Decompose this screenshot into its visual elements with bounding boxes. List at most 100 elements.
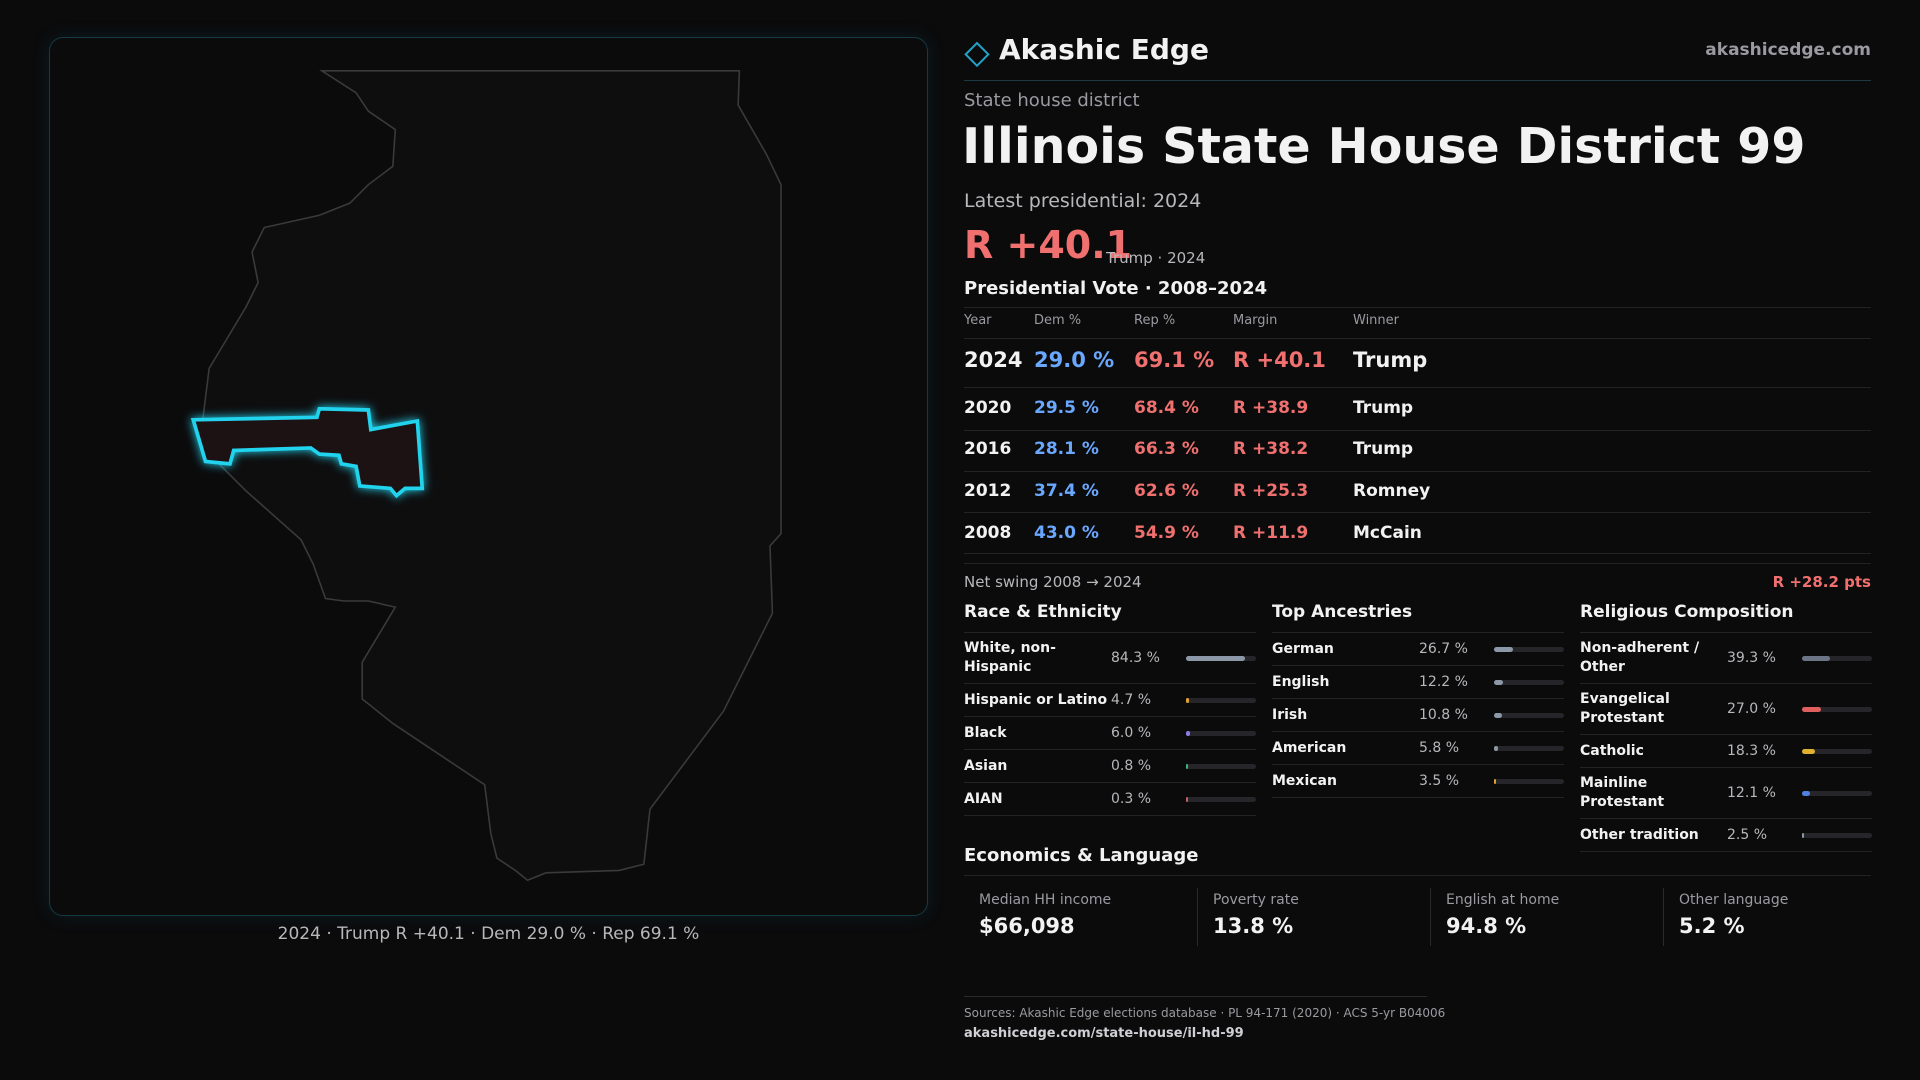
table-cell: 43.0 %	[1034, 522, 1099, 543]
stat-value: 6.0 %	[1111, 725, 1152, 741]
bar-track	[1494, 679, 1564, 685]
section-title: Religious Composition	[1580, 602, 1794, 622]
table-cell: 29.0 %	[1034, 348, 1115, 373]
district-title: Illinois State House District 99	[962, 118, 1806, 175]
stat-value: 4.7 %	[1111, 692, 1152, 708]
bar	[1802, 832, 1804, 838]
table-cell: 2008	[964, 522, 1012, 543]
table-rule	[964, 563, 1871, 564]
table-cell: 62.6 %	[1134, 480, 1199, 501]
bar	[1186, 655, 1245, 661]
table-title: Presidential Vote · 2008–2024	[964, 278, 1268, 299]
table-cell: 37.4 %	[1034, 480, 1099, 501]
map-panel	[49, 37, 928, 916]
bar	[1186, 730, 1191, 736]
bar-track	[1494, 646, 1564, 652]
section-list: White, non-Hispanic 84.3 % Hispanic or Lat…	[964, 632, 1256, 816]
table-rule	[964, 338, 1871, 339]
bar-track	[1186, 655, 1256, 661]
bar-track	[1802, 706, 1872, 712]
econ-cell: Poverty rate 13.8 %	[1197, 888, 1430, 946]
footer-url: akashicedge.com/state-house/il-hd-99	[964, 1026, 1244, 1041]
table-rule	[964, 471, 1871, 472]
stat-label: German	[1272, 640, 1334, 657]
bar-track	[1186, 796, 1256, 802]
column-header: Dem %	[1034, 313, 1082, 328]
table-cell: R +38.9	[1233, 397, 1309, 418]
stat-label: Black	[964, 724, 1007, 741]
section-title: Race & Ethnicity	[964, 602, 1122, 622]
stat-value: 10.8 %	[1419, 707, 1468, 723]
state-outline	[202, 70, 782, 882]
econ-label: English at home	[1446, 892, 1560, 908]
stat-row: Black 6.0 %	[964, 717, 1256, 750]
district-kind: State house district	[964, 90, 1140, 111]
stat-value: 18.3 %	[1727, 743, 1776, 759]
stat-row: Evangelical Protestant 27.0 %	[1580, 684, 1872, 735]
table-cell: 28.1 %	[1034, 438, 1099, 459]
brand: Akashic Edge	[999, 33, 1209, 66]
econ-value: 5.2 %	[1679, 914, 1745, 938]
stat-label: White, non-Hispanic	[964, 640, 1056, 675]
table-rule	[964, 553, 1871, 554]
table-rule	[964, 387, 1871, 388]
bar	[1494, 712, 1502, 718]
econ-label: Other language	[1679, 892, 1789, 908]
table-cell: 2016	[964, 438, 1012, 459]
map	[190, 70, 782, 882]
stat-row: German 26.7 %	[1272, 633, 1564, 666]
stat-label: Non-adherent / Other	[1580, 640, 1700, 675]
stat-row: Asian 0.8 %	[964, 750, 1256, 783]
swing-label: Net swing 2008 → 2024	[964, 573, 1142, 591]
stat-value: 0.8 %	[1111, 758, 1152, 774]
table-cell: Trump	[1353, 397, 1414, 418]
table-cell: R +38.2	[1233, 438, 1309, 459]
table-cell: Trump	[1353, 348, 1428, 373]
stat-row: Catholic 18.3 %	[1580, 735, 1872, 768]
bar	[1186, 796, 1188, 802]
stat-row: Irish 10.8 %	[1272, 699, 1564, 732]
table-cell: 2012	[964, 480, 1012, 501]
stat-value: 27.0 %	[1727, 701, 1776, 717]
table-cell: 69.1 %	[1134, 348, 1215, 373]
bar	[1802, 748, 1815, 754]
bar-track	[1494, 712, 1564, 718]
bar-track	[1802, 655, 1872, 661]
column-header: Year	[964, 313, 992, 328]
econ-cell: English at home 94.8 %	[1430, 888, 1663, 946]
section-list: Non-adherent / Other 39.3 % Evangelical Pr…	[1580, 632, 1872, 852]
bar	[1494, 646, 1513, 652]
column-header: Margin	[1233, 313, 1278, 328]
stat-value: 12.1 %	[1727, 785, 1776, 801]
table-cell: R +40.1	[1233, 348, 1326, 373]
stat-value: 0.3 %	[1111, 791, 1152, 807]
bar	[1802, 655, 1830, 661]
stat-label: AIAN	[964, 790, 1003, 807]
column-header: Winner	[1353, 313, 1400, 328]
stat-row: English 12.2 %	[1272, 666, 1564, 699]
bar	[1186, 697, 1190, 703]
econ-cell: Other language 5.2 %	[1663, 888, 1896, 946]
bar	[1494, 778, 1497, 784]
stat-value: 39.3 %	[1727, 650, 1776, 666]
table-cell: Trump	[1353, 438, 1414, 459]
stat-row: Other tradition 2.5 %	[1580, 819, 1872, 852]
stat-row: Mexican 3.5 %	[1272, 765, 1564, 798]
stat-row: Hispanic or Latino 4.7 %	[964, 684, 1256, 717]
stat-row: Non-adherent / Other 39.3 %	[1580, 633, 1872, 684]
table-cell: 29.5 %	[1034, 397, 1099, 418]
table-rule	[964, 430, 1871, 431]
stat-row: White, non-Hispanic 84.3 %	[964, 633, 1256, 684]
table-cell: 68.4 %	[1134, 397, 1199, 418]
footer-sources: Sources: Akashic Edge elections database…	[964, 1006, 1446, 1020]
stat-value: 5.8 %	[1419, 740, 1460, 756]
map-caption: 2024 · Trump R +40.1 · Dem 29.0 % · Rep …	[277, 924, 700, 944]
section-title: Top Ancestries	[1272, 602, 1413, 622]
stat-value: 12.2 %	[1419, 674, 1468, 690]
stat-label: Evangelical Protestant	[1580, 691, 1670, 726]
bar-track	[1494, 745, 1564, 751]
stat-row: American 5.8 %	[1272, 732, 1564, 765]
stat-label: Other tradition	[1580, 826, 1699, 843]
